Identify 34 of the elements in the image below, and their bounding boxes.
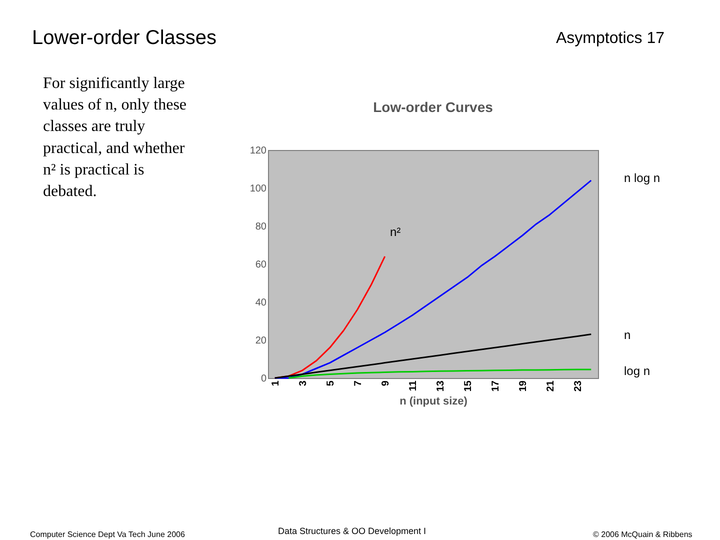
- text: n log n: [624, 171, 660, 185]
- y-tick-label: 100: [250, 184, 267, 194]
- y-tick-label: 120: [250, 146, 267, 156]
- text: Computer Science Dept Va Tech June 2006: [30, 530, 186, 539]
- line-series: [274, 180, 592, 379]
- y-tick-label: 60: [255, 260, 267, 270]
- text: Lower-order Classes: [32, 27, 217, 49]
- y-tick-label: 0: [260, 374, 267, 384]
- x-tick-label: 11: [408, 380, 419, 392]
- text: © 2006 McQuain & Ribbens: [593, 530, 692, 539]
- x-tick-label: 7: [352, 380, 364, 386]
- x-tick-label: 13: [435, 380, 446, 392]
- text: Asymptotics 17: [556, 30, 665, 47]
- x-tick-label: 9: [380, 380, 392, 386]
- line-series: [288, 368, 592, 379]
- x-tick-label: 5: [325, 380, 336, 386]
- text: log n: [624, 364, 650, 378]
- x-tick-label: 1: [270, 380, 282, 386]
- series-label: n²: [390, 225, 401, 239]
- x-tick-label: 19: [518, 380, 529, 392]
- y-tick-label: 20: [255, 336, 267, 346]
- x-tick-label: 23: [572, 380, 584, 392]
- y-tick-label: 40: [255, 298, 267, 308]
- x-tick-label: 17: [490, 380, 502, 392]
- line-series: [274, 334, 592, 379]
- x-tick-label: 15: [462, 380, 474, 392]
- x-tick-label: 3: [298, 380, 309, 386]
- text: Data Structures & OO Development I: [278, 526, 426, 536]
- text: n: [624, 328, 631, 342]
- x-axis-title: n (input size): [400, 396, 468, 408]
- text: For significantly large values of n, only these classes are truly practical, and whether n² is practical is debated.: [43, 75, 187, 200]
- x-tick-label: 21: [545, 380, 556, 392]
- y-tick-label: 80: [255, 222, 267, 232]
- chart-title: Low-order Curves: [373, 99, 494, 115]
